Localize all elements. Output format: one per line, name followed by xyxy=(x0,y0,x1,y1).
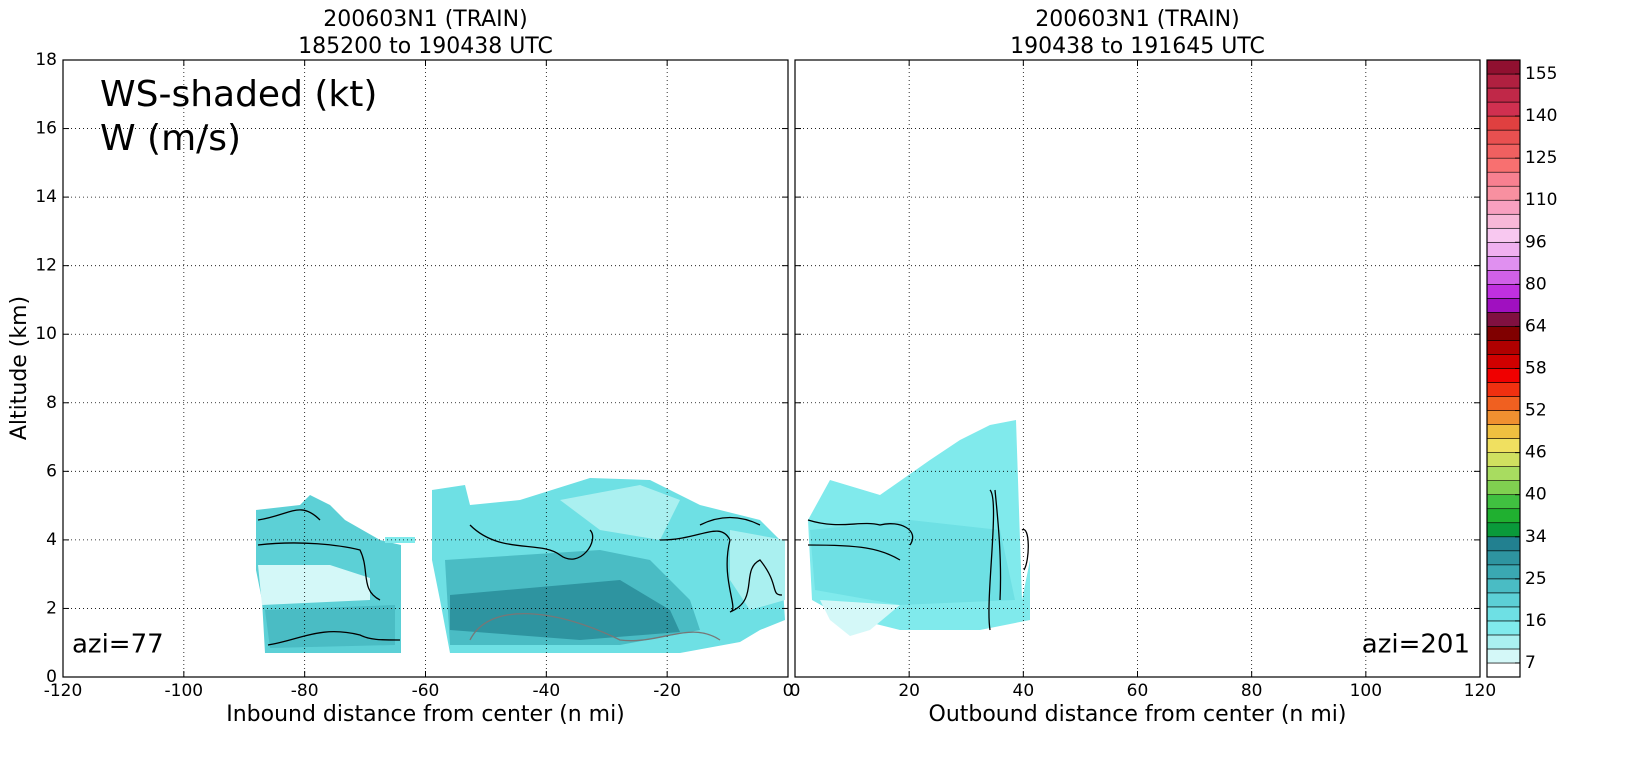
colorbar-bin xyxy=(1486,157,1521,173)
x-tick-label: -100 xyxy=(165,681,204,701)
x-tick-label: 80 xyxy=(1241,681,1263,701)
colorbar-bin xyxy=(1486,578,1521,594)
colorbar-tick-label: 80 xyxy=(1525,274,1547,294)
colorbar-tick-label: 58 xyxy=(1525,359,1547,379)
x-axis-label: Outbound distance from center (n mi) xyxy=(929,702,1347,727)
colorbar-bin xyxy=(1486,73,1521,89)
colorbar-tick-label: 46 xyxy=(1525,443,1547,463)
y-axis-label: Altitude (km) xyxy=(7,296,32,440)
x-tick-label: -20 xyxy=(653,681,681,701)
colorbar-bin xyxy=(1486,424,1521,439)
colorbar-bin xyxy=(1486,185,1521,201)
colorbar-bin xyxy=(1486,536,1521,552)
chart-subtitle: 190438 to 191645 UTC xyxy=(1010,34,1265,59)
colorbar-tick-label: 140 xyxy=(1525,106,1557,126)
x-tick-label: 120 xyxy=(1464,681,1496,701)
colorbar-bin xyxy=(1486,606,1521,622)
x-tick-label: 0 xyxy=(790,681,801,701)
y-tick-label: 6 xyxy=(46,461,57,481)
colorbar-bin xyxy=(1486,508,1521,524)
colorbar-bin xyxy=(1486,298,1521,313)
colorbar-bin xyxy=(1486,480,1521,496)
colorbar-tick-label: 16 xyxy=(1525,611,1547,631)
colorbar-bin xyxy=(1486,87,1521,103)
x-tick-label: -60 xyxy=(412,681,440,701)
x-tick-label: 40 xyxy=(1013,681,1035,701)
colorbar-bin xyxy=(1486,620,1521,636)
colorbar-bin xyxy=(1486,382,1521,397)
colorbar-bin xyxy=(1486,396,1521,411)
colorbar-bin xyxy=(1486,312,1521,327)
colorbar-bin xyxy=(1486,438,1521,453)
x-tick-label: 20 xyxy=(898,681,920,701)
colorbar-bin xyxy=(1486,213,1521,229)
colorbar-tick-label: 110 xyxy=(1525,190,1557,210)
x-tick-label: -40 xyxy=(532,681,560,701)
colorbar-bin xyxy=(1486,550,1521,566)
colorbar-bin xyxy=(1486,410,1521,425)
plot-frame xyxy=(794,59,1481,678)
colorbar-bin xyxy=(1486,326,1521,341)
colorbar-tick-label: 34 xyxy=(1525,527,1547,547)
colorbar-bin xyxy=(1486,284,1521,299)
colorbar-bin xyxy=(1486,256,1521,271)
contours xyxy=(257,489,1029,646)
colorbar-tick-label: 64 xyxy=(1525,316,1547,336)
annotation: W (m/s) xyxy=(100,118,241,159)
colorbar-bin xyxy=(1486,115,1521,131)
colorbar-bin xyxy=(1486,101,1521,117)
colorbar-tick-label: 96 xyxy=(1525,232,1547,252)
colorbar-bin xyxy=(1486,354,1521,369)
colorbar-bin xyxy=(1486,494,1521,510)
y-tick-label: 4 xyxy=(46,530,57,550)
plot-frame xyxy=(62,59,789,678)
y-tick-label: 0 xyxy=(46,667,57,687)
x-tick-label: 0 xyxy=(783,681,794,701)
shading xyxy=(256,420,1030,653)
chart-title: 200603N1 (TRAIN) xyxy=(1035,7,1239,32)
colorbar-bin xyxy=(1486,59,1521,75)
colorbar-tick-label: 125 xyxy=(1525,148,1557,168)
x-tick-label: 100 xyxy=(1350,681,1382,701)
chart-title: 200603N1 (TRAIN) xyxy=(323,7,527,32)
y-tick-label: 18 xyxy=(35,50,57,70)
colorbar-bin xyxy=(1486,466,1521,481)
y-tick-label: 10 xyxy=(35,324,57,344)
annotation: WS-shaded (kt) xyxy=(100,74,377,115)
colorbar-bin xyxy=(1486,522,1521,538)
colorbar-bin xyxy=(1486,143,1521,159)
colorbar-bin xyxy=(1486,662,1521,678)
y-tick-label: 16 xyxy=(35,119,57,139)
colorbar-bin xyxy=(1486,199,1521,215)
colorbar-tick-label: 155 xyxy=(1525,64,1557,84)
colorbar-bin xyxy=(1486,648,1521,664)
x-tick-label: -120 xyxy=(44,681,83,701)
colorbar-bin xyxy=(1486,452,1521,467)
y-tick-label: 14 xyxy=(35,187,57,207)
colorbar-tick-label: 25 xyxy=(1525,569,1547,589)
x-axis-label: Inbound distance from center (n mi) xyxy=(226,702,625,727)
colorbar-tick-label: 40 xyxy=(1525,485,1547,505)
colorbar-bin xyxy=(1486,564,1521,580)
colorbar-bin xyxy=(1486,241,1521,257)
colorbar-tick-label: 7 xyxy=(1525,653,1536,673)
x-tick-label: -80 xyxy=(291,681,319,701)
colorbar-bin xyxy=(1486,129,1521,145)
colorbar-bin xyxy=(1486,634,1521,650)
y-tick-label: 12 xyxy=(35,256,57,276)
annotation: azi=201 xyxy=(1362,630,1470,660)
colorbar-bin xyxy=(1486,270,1521,285)
colorbar-bin xyxy=(1486,171,1521,187)
colorbar-tick-label: 52 xyxy=(1525,401,1547,421)
y-tick-label: 2 xyxy=(46,598,57,618)
x-tick-label: 60 xyxy=(1127,681,1149,701)
colorbar-bin xyxy=(1486,368,1521,383)
colorbar-bin xyxy=(1486,340,1521,355)
annotation: azi=77 xyxy=(72,630,164,660)
colorbar-bin xyxy=(1486,227,1521,243)
y-tick-label: 8 xyxy=(46,393,57,413)
chart-subtitle: 185200 to 190438 UTC xyxy=(298,34,553,59)
colorbar-bin xyxy=(1486,592,1521,608)
